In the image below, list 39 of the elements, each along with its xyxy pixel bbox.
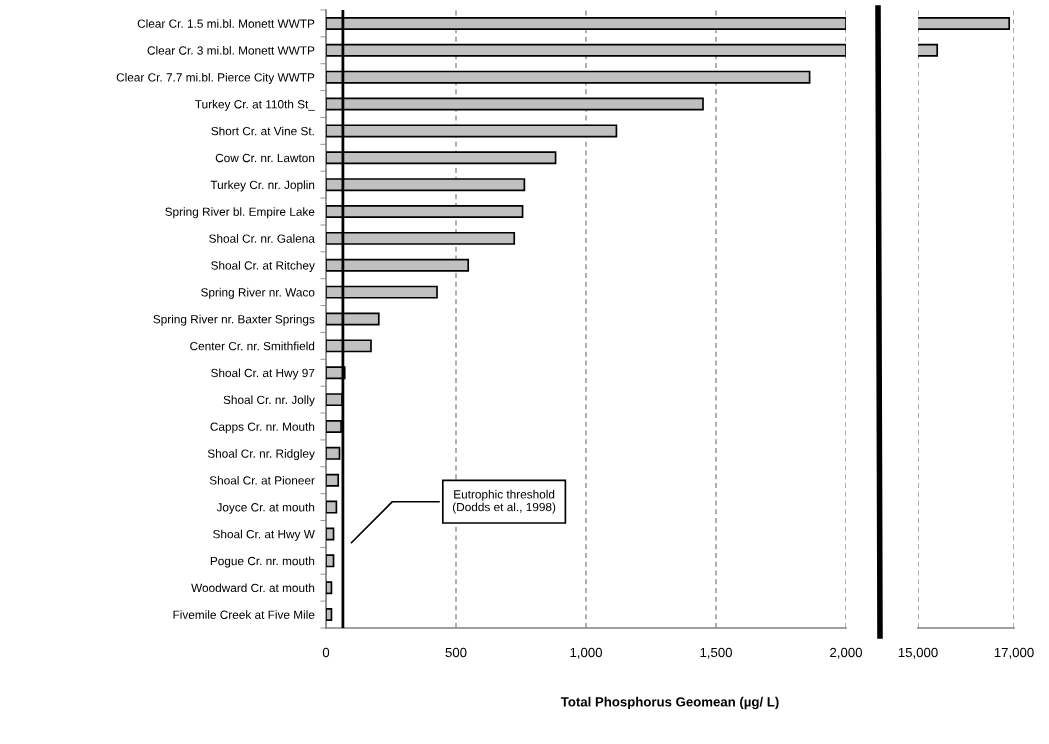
y-tick-label: Spring River nr. Baxter Springs <box>153 314 315 326</box>
x-tick-label: 0 <box>322 647 330 658</box>
x-tick-label: 500 <box>445 647 467 658</box>
y-tick-label: Capps Cr. nr. Mouth <box>210 422 315 434</box>
y-tick-label: Shoal Cr. nr. Ridgley <box>207 449 315 461</box>
x-tick-label: 1,500 <box>700 647 732 659</box>
x-axis-title: Total Phosphorus Geomean (µg/ L) <box>560 696 779 710</box>
y-tick-label: Turkey Cr. nr. Joplin <box>210 180 315 192</box>
y-tick-label: Clear Cr. 1.5 mi.bl. Monett WWTP <box>137 19 315 28</box>
y-tick-label: Woodward Cr. at mouth <box>191 583 315 593</box>
x-tick-label: 1,000 <box>570 647 602 659</box>
bar <box>326 446 341 460</box>
y-tick-label: Clear Cr. 7.7 mi.bl. Pierce City WWTP <box>116 72 315 84</box>
y-tick-label: Shoal Cr. nr. Galena <box>209 234 315 243</box>
y-tick-label: Joyce Cr. at mouth <box>216 502 315 514</box>
x-tick-label: 15,000 <box>898 647 938 659</box>
y-tick-label: Pogue Cr. nr. mouth <box>210 556 315 568</box>
ref-line-label: Eutrophic threshold (Dodds et al., 1998) <box>452 489 556 514</box>
y-tick-label: Clear Cr. 3 mi.bl. Monett WWTP <box>147 46 315 55</box>
y-tick-label: Cow Cr. nr. Lawton <box>215 153 315 163</box>
y-tick-label: Spring River bl. Empire Lake <box>165 207 315 219</box>
y-tick-label: Shoal Cr. at Ritchey <box>211 260 315 272</box>
bar <box>326 500 338 514</box>
x-tick-label: 17,000 <box>994 647 1034 659</box>
bar <box>326 527 335 541</box>
y-tick-label: Shoal Cr. at Hwy W <box>213 529 315 541</box>
y-tick-label: Shoal Cr. at Hwy 97 <box>211 368 315 380</box>
bar <box>326 554 335 568</box>
y-tick-label: Short Cr. at Vine St. <box>211 126 314 136</box>
y-tick-label: Shoal Cr. nr. Jolly <box>223 395 315 407</box>
y-tick-label: Fivemile Creek at Five Mile <box>173 610 315 619</box>
bar <box>326 581 333 595</box>
y-tick-label: Center Cr. nr. Smithfield <box>190 341 315 351</box>
y-tick-label: Turkey Cr. at 110th St_ <box>195 99 316 111</box>
bar <box>326 473 340 487</box>
bar <box>326 608 333 622</box>
x-tick-label: 2,000 <box>830 647 862 659</box>
y-tick-label: Shoal Cr. at Pioneer <box>209 475 315 485</box>
y-tick-label: Spring River nr. Waco <box>201 287 315 299</box>
